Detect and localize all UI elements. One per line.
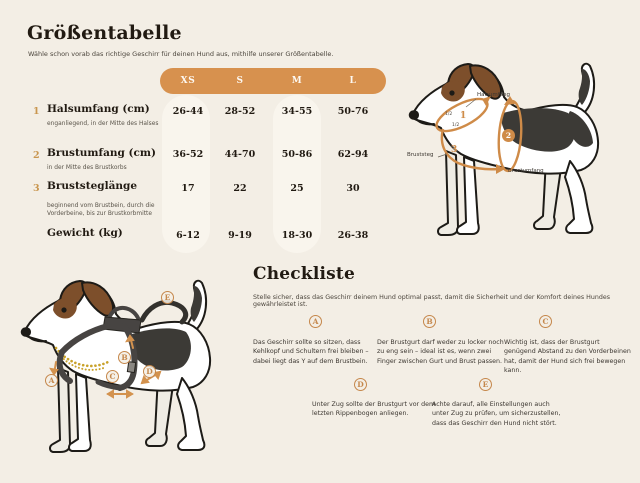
checklist-badge-d-text: D xyxy=(357,380,364,389)
bruststeg-label: Bruststeg xyxy=(407,152,434,158)
row3-number: 3 xyxy=(33,183,40,194)
size-table-title: Größentabelle xyxy=(27,22,182,44)
harness-badge-c: C xyxy=(106,370,119,383)
half-lower-label: 1/2 xyxy=(452,123,460,128)
harness-badge-a: A xyxy=(45,374,58,387)
harness-badge-e: E xyxy=(161,291,174,304)
row1-val-xs: 26-44 xyxy=(172,106,204,117)
checklist-item-d: Unter Zug sollte der Brustgurt vor dem l… xyxy=(312,401,436,418)
row4-val-m: 18-30 xyxy=(281,230,313,241)
checklist-badge-e: E xyxy=(479,378,492,391)
checklist-badge-b: B xyxy=(423,315,436,328)
checklist-item-a: Das Geschirr sollte so sitzen, dass Kehl… xyxy=(253,339,369,365)
marker-3: 3 xyxy=(451,145,458,155)
harness-badge-c-text: C xyxy=(109,372,116,381)
row4-val-xs: 6-12 xyxy=(176,230,200,241)
checklist-badge-c-text: C xyxy=(542,317,549,326)
row2-label: Brustumfang (cm) xyxy=(47,147,156,159)
checklist-dog-illustration xyxy=(20,279,212,453)
checklist-badge-d: D xyxy=(354,378,367,391)
harness-badge-a-text: A xyxy=(48,376,55,385)
size-header-pill: XS S M L xyxy=(160,68,386,94)
harness-badge-b: B xyxy=(118,351,131,364)
row1-note: enganliegend, in der Mitte des Halses xyxy=(47,121,159,127)
row4-val-s: 9-19 xyxy=(228,230,252,241)
harness-badge-e-text: E xyxy=(164,293,171,302)
measure-dog-illustration xyxy=(408,62,600,236)
row1-number: 1 xyxy=(33,106,40,117)
size-col-m: M xyxy=(291,76,303,86)
marker-2: 2 xyxy=(502,129,515,142)
checklist-badge-a: A xyxy=(309,315,322,328)
checklist-badge-c: C xyxy=(539,315,552,328)
checklist-item-e: Achte darauf, alle Einstellungen auch un… xyxy=(432,401,561,427)
harness-badge-d: D xyxy=(143,365,156,378)
row2-number: 2 xyxy=(33,150,40,161)
row3-label: Bruststeglänge xyxy=(47,180,138,192)
size-col-s: S xyxy=(236,76,244,86)
checklist-title: Checkliste xyxy=(253,264,355,284)
row3-note: beginnend vom Brustbein, durch die Vorde… xyxy=(47,203,155,217)
row1-val-m: 34-55 xyxy=(281,106,313,117)
row3-val-l: 30 xyxy=(346,183,360,194)
half-upper-label: 1/2 xyxy=(445,112,453,117)
size-col-xs: XS xyxy=(180,76,196,86)
row2-note: in der Mitte des Brustkorbs xyxy=(47,165,127,171)
row1-label: Halsumfang (cm) xyxy=(47,103,150,115)
column-stripe-xs xyxy=(162,95,210,253)
row2-val-l: 62-94 xyxy=(337,149,369,160)
row1-val-l: 50-76 xyxy=(337,106,369,117)
checklist-badge-e-text: E xyxy=(482,380,489,389)
row3-val-xs: 17 xyxy=(181,183,195,194)
brustumfang-label: Brustumfang xyxy=(508,168,544,174)
leash xyxy=(139,299,189,325)
checklist-item-b: Der Brustgurt darf weder zu locker noch … xyxy=(377,339,504,365)
harness-badge-d-text: D xyxy=(146,367,153,376)
column-stripe-m xyxy=(273,95,321,253)
row2-val-xs: 36-52 xyxy=(172,149,204,160)
halsumfang-label: Halsumfang xyxy=(477,92,511,98)
marker-1: 1 xyxy=(460,111,467,121)
checklist-badge-b-text: B xyxy=(426,317,433,326)
size-col-l: L xyxy=(349,76,357,86)
row4-val-l: 26-38 xyxy=(337,230,369,241)
row3-val-s: 22 xyxy=(233,183,247,194)
harness-badge-b-text: B xyxy=(121,353,128,362)
checklist-item-c: Wichtig ist, dass der Brustgurt genügend… xyxy=(504,339,631,375)
row4-label: Gewicht (kg) xyxy=(47,227,123,239)
row3-val-m: 25 xyxy=(290,183,304,194)
adjustment-arrows xyxy=(49,334,162,399)
row2-val-m: 50-86 xyxy=(281,149,313,160)
marker-2-text: 2 xyxy=(505,131,512,140)
row2-val-s: 44-70 xyxy=(224,149,256,160)
row1-val-s: 28-52 xyxy=(224,106,256,117)
checklist-badge-a-text: A xyxy=(312,317,319,326)
checklist-subtitle: Stelle sicher, dass das Geschirr deinem … xyxy=(253,294,611,308)
size-table-subtitle: Wähle schon vorab das richtige Geschirr … xyxy=(28,50,334,58)
